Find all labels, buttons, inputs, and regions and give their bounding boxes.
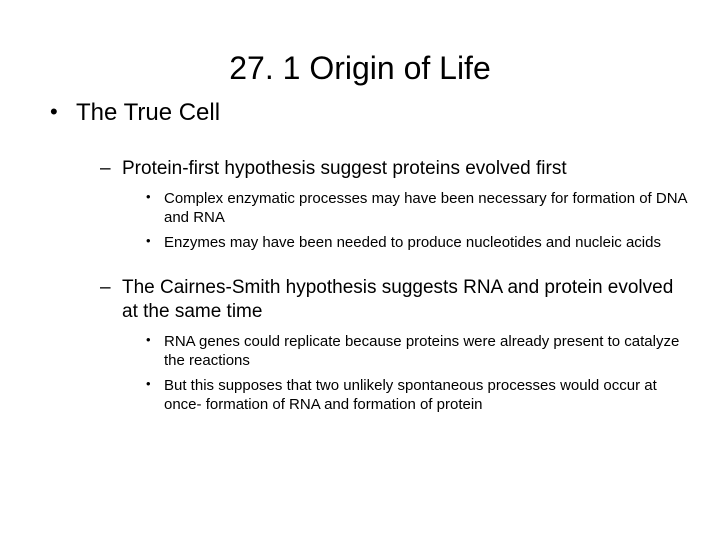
l3-text: But this supposes that two unlikely spon…	[164, 377, 657, 414]
list-item: Complex enzymatic processes may have bee…	[146, 189, 690, 228]
list-item: The True Cell Protein-first hypothesis s…	[50, 99, 690, 415]
slide-title: 27. 1 Origin of Life	[30, 50, 690, 87]
l3-text: RNA genes could replicate because protei…	[164, 333, 679, 370]
list-item: Enzymes may have been needed to produce …	[146, 233, 690, 253]
l2-text: The Cairnes-Smith hypothesis suggests RN…	[122, 277, 673, 322]
list-item: The Cairnes-Smith hypothesis suggests RN…	[100, 276, 690, 415]
l2-text: Protein-first hypothesis suggest protein…	[122, 158, 567, 179]
list-item: Protein-first hypothesis suggest protein…	[100, 157, 690, 252]
l3-text: Complex enzymatic processes may have bee…	[164, 190, 687, 227]
bullet-list-level1: The True Cell Protein-first hypothesis s…	[30, 99, 690, 415]
bullet-list-level3: Complex enzymatic processes may have bee…	[122, 189, 690, 253]
l3-text: Enzymes may have been needed to produce …	[164, 234, 661, 251]
list-item: RNA genes could replicate because protei…	[146, 332, 690, 371]
bullet-list-level2: Protein-first hypothesis suggest protein…	[76, 157, 690, 415]
l1-text: The True Cell	[76, 99, 220, 126]
list-item: But this supposes that two unlikely spon…	[146, 376, 690, 415]
bullet-list-level3: RNA genes could replicate because protei…	[122, 332, 690, 415]
slide-container: 27. 1 Origin of Life The True Cell Prote…	[0, 0, 720, 540]
